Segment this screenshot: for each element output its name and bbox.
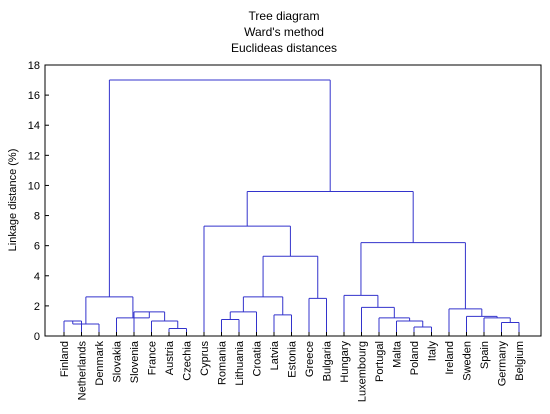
leaf-label-portugal: Portugal <box>374 341 386 382</box>
leaf-labels: Finland Netherlands Denmark Slovakia Sloveni… <box>59 332 526 402</box>
leaf-label-france: France <box>147 341 159 375</box>
leaf-label-hungary: Hungary <box>339 341 351 383</box>
leaf-label-malta: Malta <box>392 340 404 368</box>
leaf-label-sweden: Sweden <box>462 341 474 381</box>
leaf-label-luxembourg: Luxembourg <box>357 341 369 402</box>
leaf-label-lithuania: Lithuania <box>234 340 246 386</box>
y-tick-label: 4 <box>34 271 40 283</box>
y-tick-label: 14 <box>28 120 40 132</box>
leaf-label-austria: Austria <box>164 340 176 375</box>
leaf-label-croatia: Croatia <box>252 340 264 376</box>
leaf-label-spain: Spain <box>479 341 491 369</box>
leaf-label-italy: Italy <box>427 341 439 362</box>
leaf-label-poland: Poland <box>409 341 421 375</box>
leaf-label-bulgaria: Bulgaria <box>322 340 334 381</box>
leaf-label-czechia: Czechia <box>182 340 194 381</box>
y-tick-label: 0 <box>34 331 40 343</box>
leaf-label-ireland: Ireland <box>444 341 456 375</box>
chart-title-line-1: Tree diagram <box>249 9 320 23</box>
y-axis: 0 2 4 6 8 10 12 14 16 18 <box>28 60 49 343</box>
chart-title-line-2: Ward's method <box>244 25 324 39</box>
leaf-label-slovakia: Slovakia <box>112 340 124 382</box>
leaf-label-cyprus: Cyprus <box>199 341 211 376</box>
leaf-label-slovenia: Slovenia <box>129 340 141 383</box>
leaf-label-finland: Finland <box>59 341 71 377</box>
y-tick-label: 2 <box>34 301 40 313</box>
y-tick-label: 10 <box>28 180 40 192</box>
dendrogram-links <box>63 79 520 336</box>
y-tick-label: 12 <box>28 150 40 162</box>
plot-area-frame <box>44 64 542 337</box>
leaf-label-germany: Germany <box>497 341 509 387</box>
leaf-label-greece: Greece <box>304 341 316 377</box>
leaf-label-estonia: Estonia <box>287 340 299 378</box>
leaf-label-denmark: Denmark <box>94 341 106 386</box>
y-tick-label: 16 <box>28 90 40 102</box>
leaf-label-latvia: Latvia <box>269 340 281 370</box>
leaf-label-romania: Romania <box>217 340 229 385</box>
chart-title-line-3: Euclideas distances <box>231 41 337 55</box>
y-tick-label: 6 <box>34 241 40 253</box>
leaf-label-belgium: Belgium <box>514 341 526 381</box>
y-tick-label: 8 <box>34 211 40 223</box>
y-axis-title: Linkage distance (%) <box>7 149 19 252</box>
leaf-label-netherlands: Netherlands <box>77 341 89 401</box>
y-tick-label: 18 <box>28 60 40 72</box>
